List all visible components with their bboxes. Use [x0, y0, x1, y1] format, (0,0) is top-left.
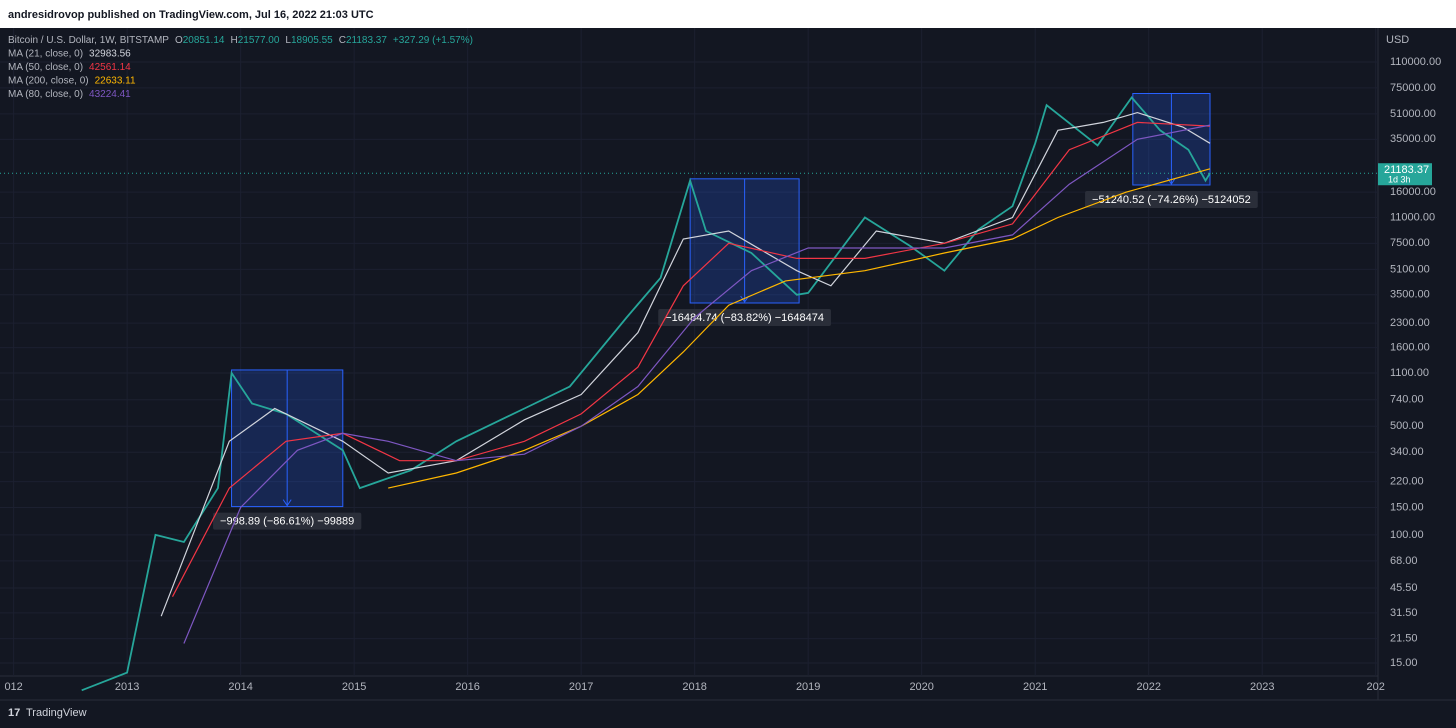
y-tick-label: 3500.00: [1390, 289, 1430, 301]
measure-label: −51240.52 (−74.26%) −5124052: [1092, 194, 1251, 206]
brand[interactable]: TradingView: [26, 707, 87, 719]
y-tick-label: 1100.00: [1390, 367, 1429, 379]
ohlc-key: H: [230, 35, 237, 46]
y-tick-label: 5100.00: [1390, 263, 1430, 275]
ohlc-value: 20851.14: [183, 35, 225, 46]
y-tick-label: 68.00: [1390, 555, 1418, 567]
price-line: [81, 96, 1211, 692]
ohlc-value: 21577.00: [238, 35, 280, 46]
logo-mark: 17: [8, 707, 20, 719]
ohlc-key: L: [285, 35, 291, 46]
y-tick-label: 21.50: [1390, 633, 1418, 645]
x-tick-label: 2014: [228, 681, 252, 693]
x-tick-label: 2023: [1250, 681, 1274, 693]
x-tick-label: 2017: [569, 681, 593, 693]
y-tick-label: 31.50: [1390, 607, 1418, 619]
published-note: andresidrovop published on TradingView.c…: [8, 9, 374, 21]
legend-name: MA (80, close, 0): [8, 89, 83, 100]
x-tick-label: 012: [4, 681, 22, 693]
last-price-tag: [1378, 163, 1432, 186]
ohlc-key: C: [339, 35, 346, 46]
y-tick-label: 1600.00: [1390, 342, 1430, 354]
y-tick-label: 11000.00: [1390, 211, 1435, 223]
y-tick-label: 2300.00: [1390, 317, 1430, 329]
y-tick-label: 15.00: [1390, 657, 1418, 669]
legend-value: 42561.14: [89, 62, 131, 73]
y-tick-label: 7500.00: [1390, 237, 1430, 249]
ma-line: [183, 124, 1211, 644]
x-tick-label: 2019: [796, 681, 820, 693]
y-tick-label: 220.00: [1390, 476, 1424, 488]
y-tick-label: 45.50: [1390, 582, 1418, 594]
measure-label-bg: [658, 308, 831, 326]
legend-value: 43224.41: [89, 89, 131, 100]
measure-label-bg: [1085, 190, 1258, 208]
measure-label: −998.89 (−86.61%) −99889: [220, 515, 354, 527]
plot: −998.89 (−86.61%) −99889 −16484.74 (−83.8…: [0, 92, 1378, 692]
y-tick-label: 740.00: [1390, 394, 1424, 406]
y-tick-label: 500.00: [1390, 420, 1424, 432]
y-tick-label: 100.00: [1390, 529, 1424, 541]
y-tick-label: 340.00: [1390, 446, 1424, 458]
legend-row: MA (80, close, 0) 43224.41: [8, 89, 131, 100]
y-tick-label: 150.00: [1390, 501, 1424, 513]
countdown-label: 1d 3h: [1388, 175, 1411, 185]
legend: Bitcoin / U.S. Dollar, 1W, BITSTAMP O2085…: [8, 35, 473, 100]
y-tick-label: 16000.00: [1390, 186, 1436, 198]
legend-name: MA (50, close, 0): [8, 62, 83, 73]
legend-row: MA (21, close, 0) 32983.56: [8, 48, 131, 59]
ma-line: [388, 168, 1211, 489]
measure-arrowhead: [282, 499, 292, 507]
x-tick-label: 2013: [115, 681, 139, 693]
chart-area: [0, 28, 1456, 700]
ohlc-value: 18905.55: [291, 35, 333, 46]
price-unit: USD: [1386, 34, 1409, 46]
legend-name: MA (21, close, 0): [8, 48, 83, 59]
x-tick-label: 2022: [1136, 681, 1160, 693]
y-tick-label: 75000.00: [1390, 82, 1436, 94]
last-price-label: 21183.37: [1384, 164, 1429, 176]
footer-bar: [0, 700, 1456, 728]
measure-label: −16484.74 (−83.82%) −1648474: [665, 312, 824, 324]
x-tick-label: 2018: [682, 681, 706, 693]
legend-row: Bitcoin / U.S. Dollar, 1W, BITSTAMP O2085…: [8, 35, 473, 46]
ohlc-key: O: [175, 35, 183, 46]
legend-name: MA (200, close, 0): [8, 75, 89, 86]
x-tick-label: 2016: [455, 681, 479, 693]
legend-row: MA (50, close, 0) 42561.14: [8, 62, 131, 73]
legend-value: 32983.56: [89, 48, 131, 59]
legend-row: MA (200, close, 0) 22633.11: [8, 75, 136, 86]
ma-line: [171, 121, 1211, 597]
y-tick-label: 35000.00: [1390, 133, 1436, 145]
x-tick-label: 202: [1367, 681, 1385, 693]
ma-line: [160, 111, 1211, 617]
measure-arrowhead: [740, 295, 750, 303]
ohlc-value: 21183.37: [346, 35, 387, 46]
symbol: Bitcoin / U.S. Dollar, 1W, BITSTAMP: [8, 35, 169, 46]
x-tick-label: 2015: [342, 681, 366, 693]
legend-value: 22633.11: [95, 75, 136, 86]
x-tick-label: 2021: [1023, 681, 1047, 693]
x-tick-label: 2020: [909, 681, 933, 693]
axes: 15.00 21.50 31.50 45.50 68.00 100.00 150.00 220…: [4, 56, 1441, 693]
measure-label-bg: [213, 512, 362, 530]
y-tick-label: 51000.00: [1390, 108, 1436, 120]
y-tick-label: 110000.00: [1390, 56, 1441, 68]
top-strip: [0, 0, 1456, 28]
change: +327.29 (+1.57%): [393, 35, 473, 46]
